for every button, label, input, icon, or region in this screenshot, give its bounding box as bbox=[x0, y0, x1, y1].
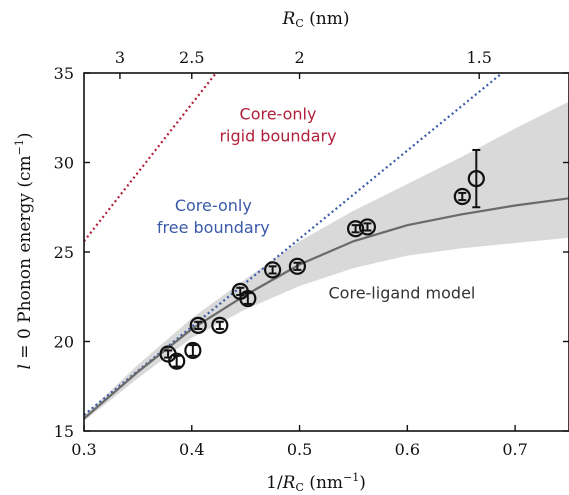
annotation-line: Core-ligand model bbox=[329, 284, 476, 303]
x-tick-label: 0.7 bbox=[502, 440, 527, 459]
data-point bbox=[184, 341, 202, 360]
data-point bbox=[453, 187, 471, 206]
y-tick-label: 25 bbox=[54, 243, 74, 262]
annotation-label: Core-ligand model bbox=[329, 284, 476, 303]
data-point bbox=[347, 220, 365, 238]
rigid-boundary-line bbox=[84, 73, 217, 242]
annotation-line: Core-only bbox=[240, 105, 317, 124]
data-point bbox=[189, 316, 207, 334]
y-axis-label: l = 0 Phonon energy (cm−1) bbox=[13, 132, 35, 369]
top-tick-label: 2.5 bbox=[179, 48, 204, 67]
top-axis-label: RC (nm) bbox=[282, 9, 350, 30]
annotation-line: Core-only bbox=[175, 196, 252, 215]
x-tick-label: 0.6 bbox=[395, 440, 420, 459]
data-point bbox=[288, 257, 306, 275]
y-tick-label: 15 bbox=[54, 422, 74, 441]
annotation-line: free boundary bbox=[157, 218, 270, 237]
confidence-band-layer bbox=[84, 101, 569, 422]
x-tick-label: 0.4 bbox=[179, 440, 204, 459]
y-tick-label: 20 bbox=[54, 333, 74, 352]
data-point bbox=[358, 218, 377, 236]
annotations-layer: Core-only rigid boundary Core-only free bou… bbox=[157, 105, 475, 303]
data-point bbox=[168, 352, 186, 370]
y-tick-label: 30 bbox=[54, 154, 74, 173]
x-tick-label: 0.3 bbox=[71, 440, 96, 459]
annotation-line: rigid boundary bbox=[219, 127, 336, 146]
annotation-label: Core-only free boundary bbox=[157, 196, 270, 237]
top-tick-label: 3 bbox=[115, 48, 125, 67]
free-boundary-line bbox=[84, 73, 503, 416]
top-tick-label: 2 bbox=[294, 48, 304, 67]
annotation-label: Core-only rigid boundary bbox=[219, 105, 336, 146]
data-points-layer bbox=[159, 148, 485, 370]
x-tick-label: 0.5 bbox=[287, 440, 312, 459]
ticks-layer: 0.3 0.4 0.5 0.6 0.7 15 20 25 30 35 3 2.5 2 1.5 bbox=[54, 48, 569, 459]
y-tick-label: 35 bbox=[54, 64, 74, 83]
top-tick-label: 1.5 bbox=[466, 48, 491, 67]
data-point bbox=[264, 261, 282, 279]
data-point bbox=[211, 316, 229, 334]
model-uncertainty-band bbox=[84, 101, 569, 422]
x-axis-label: 1/RC (nm−1) bbox=[266, 471, 366, 494]
data-point bbox=[239, 289, 257, 308]
data-point bbox=[467, 170, 485, 188]
